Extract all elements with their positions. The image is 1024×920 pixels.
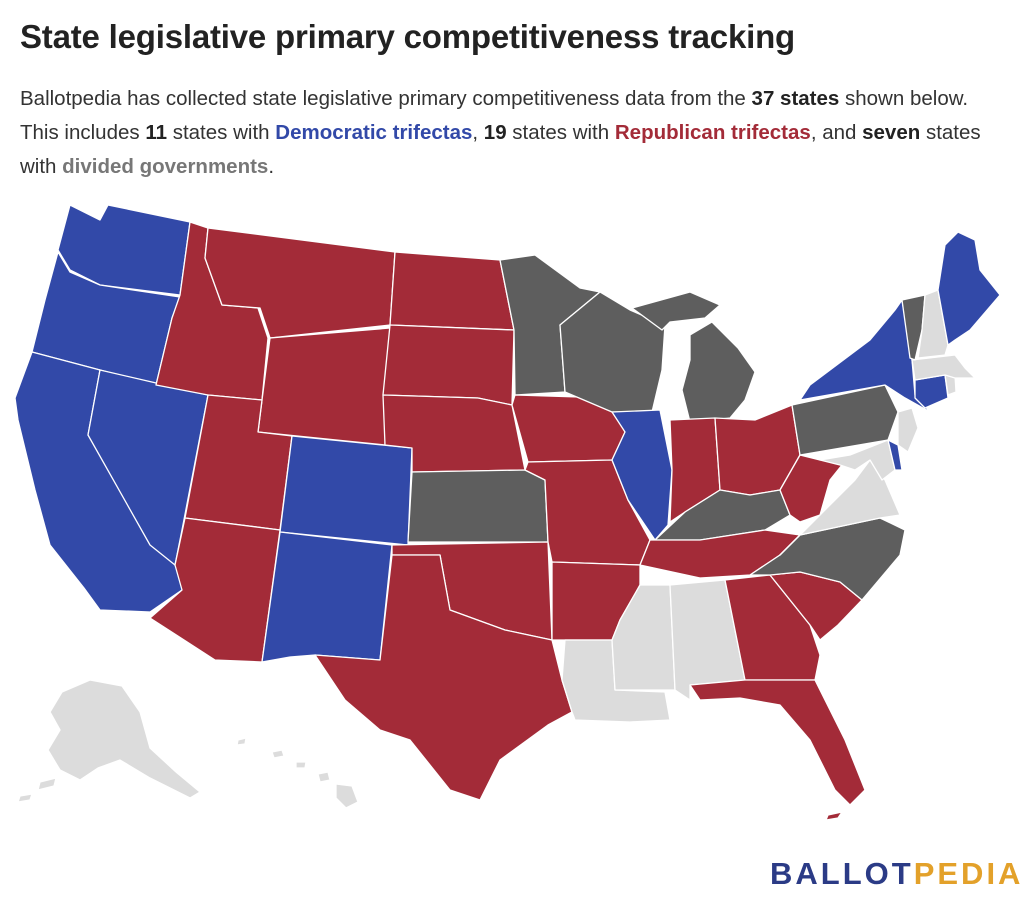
rep-count: 19 bbox=[483, 121, 507, 144]
desc-text-6: , and bbox=[810, 121, 863, 144]
description: Ballotpedia has collected state legislat… bbox=[20, 82, 1010, 184]
desc-text-1: Ballotpedia has collected state legislat… bbox=[20, 87, 752, 110]
page-title: State legislative primary competitivenes… bbox=[20, 18, 795, 55]
state-wy bbox=[257, 327, 391, 446]
rep-trifecta-label: Republican trifectas bbox=[614, 121, 811, 144]
dem-trifecta-label: Democratic trifectas bbox=[275, 121, 473, 144]
state-ks bbox=[407, 469, 549, 543]
state-mi bbox=[681, 321, 756, 423]
state-sd bbox=[382, 324, 515, 406]
ballotpedia-logo: BALLOTPEDIA bbox=[770, 856, 1023, 892]
div-count: seven bbox=[862, 121, 921, 144]
state-mi-upper bbox=[631, 291, 721, 331]
divided-gov-label: divided governments bbox=[62, 155, 269, 178]
state-nd bbox=[389, 251, 515, 331]
us-states-map bbox=[14, 204, 1001, 821]
logo-text-pedia: PEDIA bbox=[913, 856, 1024, 891]
state-hi bbox=[271, 749, 359, 809]
state-de bbox=[887, 439, 903, 471]
state-co bbox=[279, 435, 413, 546]
state-nm bbox=[261, 531, 393, 663]
state-wv bbox=[779, 454, 851, 523]
state-tx bbox=[314, 554, 573, 801]
desc-text-5: states with bbox=[506, 121, 615, 144]
state-fl bbox=[689, 679, 866, 806]
state-me bbox=[937, 231, 1001, 346]
desc-text-8: . bbox=[268, 155, 275, 178]
state-nj bbox=[897, 407, 919, 453]
state-fl-keys bbox=[825, 811, 843, 821]
state-ak-islands bbox=[17, 737, 247, 803]
state-wi bbox=[559, 291, 666, 413]
dem-count: 11 bbox=[145, 121, 168, 144]
state-vt bbox=[901, 294, 926, 361]
state-ak bbox=[47, 679, 201, 799]
desc-text-4: , bbox=[472, 121, 484, 144]
state-ct bbox=[914, 374, 949, 409]
desc-text-3: states with bbox=[167, 121, 276, 144]
state-md bbox=[819, 439, 896, 481]
logo-text-ballot: BALLOT bbox=[770, 856, 914, 891]
desc-text-2: shown below. This includes bbox=[20, 87, 969, 144]
states-total: 37 states bbox=[751, 87, 840, 110]
desc-text-7: states with bbox=[20, 121, 981, 178]
state-ma bbox=[911, 354, 976, 381]
